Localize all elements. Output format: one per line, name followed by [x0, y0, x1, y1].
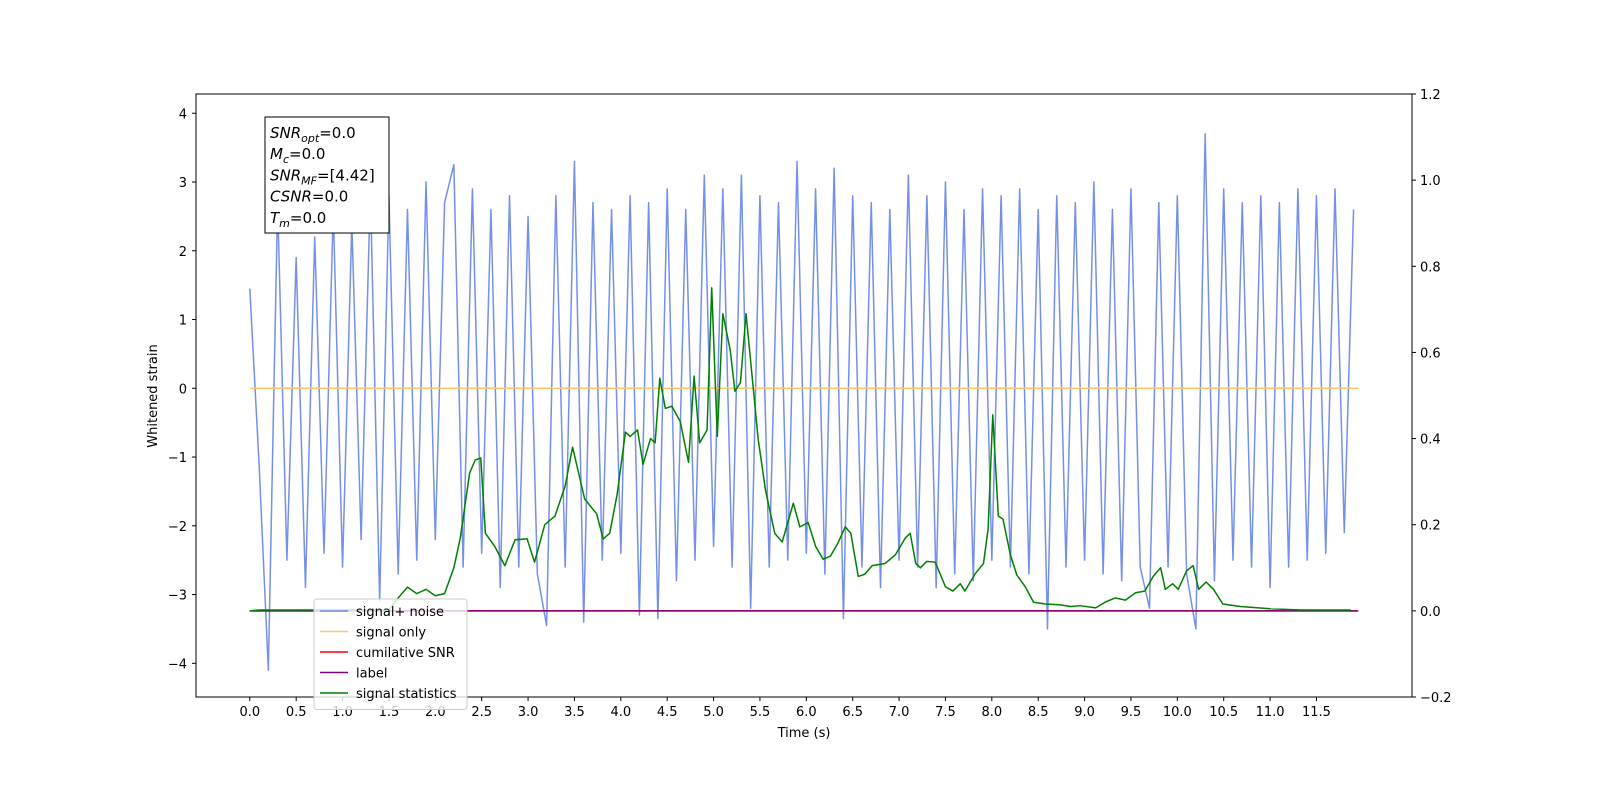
series-line [249, 133, 1355, 671]
y2-tick-label: 1.0 [1420, 174, 1441, 189]
axes-frame [195, 93, 1413, 698]
y-tick-label: 2 [179, 245, 187, 260]
x-tick-label: 4.0 [610, 705, 631, 720]
y2-tick-label: 0.4 [1420, 433, 1441, 448]
y-tick-label: 3 [179, 176, 187, 191]
legend-box [313, 598, 468, 710]
annotation-symbol: SNR [270, 166, 301, 184]
annotation-value: =0.0 [312, 188, 348, 206]
y-tick-label: 4 [179, 107, 187, 122]
annotation-symbol: CSNR [270, 188, 312, 206]
x-tick-label: 7.0 [889, 705, 910, 720]
x-tick-label: 7.5 [935, 705, 956, 720]
y2-tick-label: 0.2 [1420, 519, 1441, 534]
x-tick-label: 3.0 [518, 705, 539, 720]
y-axis-label: Whitened strain [146, 344, 161, 447]
x-axis-label: Time (s) [777, 726, 831, 741]
y-tick-label: 1 [179, 314, 187, 329]
y-tick-label: −4 [168, 657, 187, 672]
annotation-line: Mc=0.0 [270, 145, 325, 166]
annotation-line: CSNR=0.0 [270, 188, 348, 206]
x-tick-label: 6.5 [842, 705, 863, 720]
y2-tick-label: 0.0 [1420, 605, 1441, 620]
annotation-value: =0.0 [319, 124, 355, 142]
annotation-line: SNRopt=0.0 [270, 124, 356, 145]
annotation-line: SNRMF=[4.42] [270, 166, 375, 187]
x-tick-label: 11.0 [1256, 705, 1285, 720]
legend-label: label [356, 667, 387, 682]
y2-tick-label: −0.2 [1420, 691, 1452, 706]
x-tick-label: 10.0 [1163, 705, 1192, 720]
annotation-line: Tm=0.0 [270, 209, 326, 230]
x-tick-label: 0.5 [286, 705, 307, 720]
annotation-value: =[4.42] [317, 166, 375, 184]
y-tick-label: −3 [168, 589, 187, 604]
x-tick-label: 5.0 [703, 705, 724, 720]
y-tick-label: −1 [168, 451, 187, 466]
legend-label: signal+ noise [356, 605, 444, 620]
annotation-symbol: T [270, 209, 281, 227]
x-tick-label: 3.5 [564, 705, 585, 720]
x-tick-label: 9.5 [1121, 705, 1142, 720]
legend-label: cumilative SNR [356, 646, 455, 661]
annotation-value: =0.0 [290, 209, 326, 227]
annotation-subscript: m [279, 217, 290, 230]
x-tick-label: 0.0 [239, 705, 260, 720]
x-tick-label: 10.5 [1209, 705, 1238, 720]
x-tick-label: 2.5 [471, 705, 492, 720]
annotation-symbol: M [270, 145, 283, 163]
series-line [249, 287, 1351, 612]
legend-label: signal only [356, 626, 426, 641]
y2-tick-label: 1.2 [1420, 88, 1441, 103]
x-tick-label: 8.5 [1028, 705, 1049, 720]
annotation-box [264, 116, 390, 234]
x-tick-label: 11.5 [1302, 705, 1331, 720]
annotation-subscript: opt [301, 132, 320, 145]
annotation-symbol: SNR [270, 124, 301, 142]
y2-tick-label: 0.8 [1420, 260, 1441, 275]
annotation-subscript: MF [301, 174, 317, 187]
y-tick-label: −2 [168, 520, 187, 535]
y2-tick-label: 0.6 [1420, 346, 1441, 361]
x-tick-label: 6.0 [796, 705, 817, 720]
annotation-value: =0.0 [289, 145, 325, 163]
y-tick-label: 0 [179, 382, 187, 397]
x-tick-label: 4.5 [657, 705, 678, 720]
x-tick-label: 8.0 [981, 705, 1002, 720]
x-tick-label: 9.0 [1074, 705, 1095, 720]
legend-label: signal statistics [356, 687, 457, 702]
x-tick-label: 5.5 [750, 705, 771, 720]
annotation-subscript: c [283, 153, 289, 166]
